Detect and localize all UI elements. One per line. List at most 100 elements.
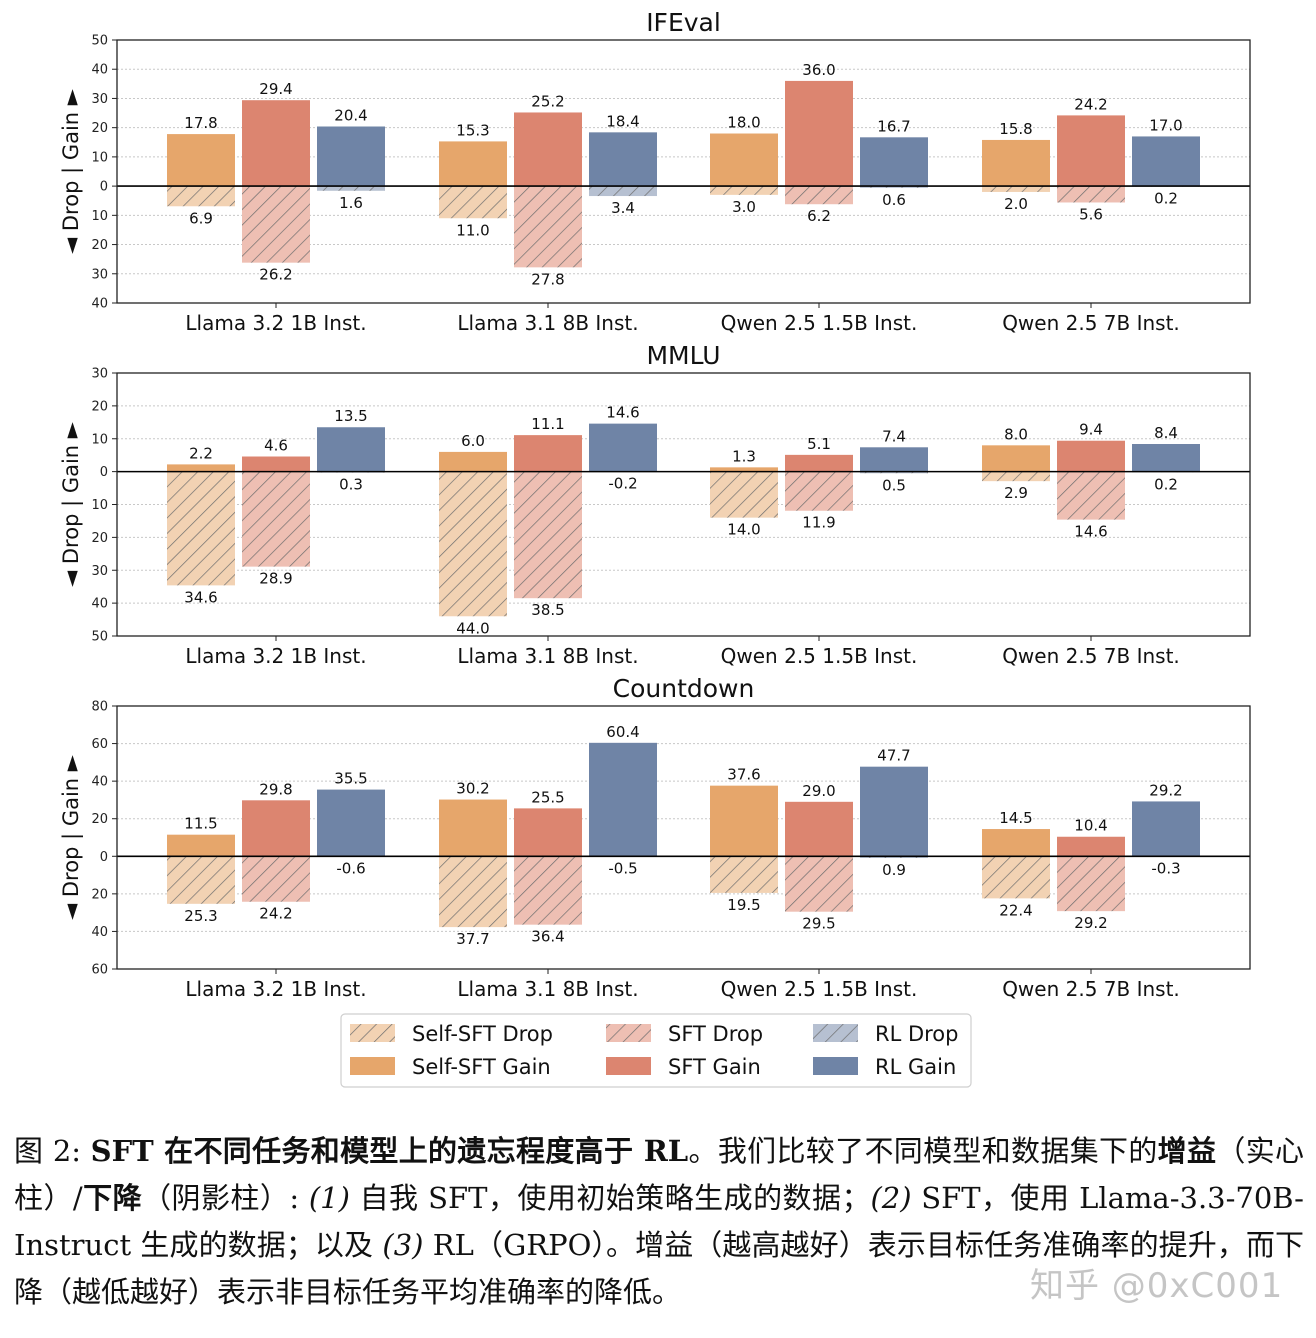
bar-drop-sft-qwen-2-5-1-5b-inst [785, 186, 853, 205]
plot-frame [116, 705, 1251, 970]
bar-gain-rl-llama-3-1-8b-inst [589, 423, 657, 472]
y-tick-label: 0 [100, 465, 108, 480]
chart-panels: IFEval 50 40 30 20 10 0 10 20 30 40 ◄ Drop | Gain ►… [59, 8, 1251, 1001]
bar-gain-sft-qwen-2-5-7b-inst [1057, 440, 1125, 472]
y-axis-label: ◄ Drop | Gain ► [59, 88, 84, 254]
data-label-drop: 26.2 [259, 266, 292, 284]
data-label-gain: 25.5 [531, 788, 564, 806]
bar-gain-self-sft-llama-3-2-1b-inst [167, 834, 235, 857]
y-tick-label: 30 [91, 267, 108, 282]
y-tick-label: 20 [91, 399, 108, 414]
data-label-gain: 25.2 [531, 92, 564, 110]
data-label-drop: 0.2 [1154, 190, 1178, 208]
figure-caption: 图 2: SFT 在不同任务和模型上的遗忘程度高于 RL。我们比较了不同模型和数… [14, 1128, 1304, 1316]
data-label-gain: 47.7 [877, 747, 910, 765]
legend-swatch-self-sft-gain [350, 1057, 395, 1075]
data-label-drop: 14.6 [1074, 523, 1107, 541]
panel-mmlu: MMLU 30 20 10 0 10 20 30 40 50 ◄ Drop | Gain ► 2.2 3… [59, 341, 1251, 668]
y-tick-label: 20 [91, 812, 108, 827]
x-tick-label: Llama 3.2 1B Inst. [185, 644, 366, 668]
data-label-gain: 24.2 [1074, 95, 1107, 113]
plot-frame [116, 372, 1251, 637]
bar-drop-rl-llama-3-1-8b-inst [589, 186, 657, 197]
data-label-drop: 29.2 [1074, 914, 1107, 932]
legend-swatch-rl-drop [813, 1024, 858, 1042]
bar-gain-rl-llama-3-2-1b-inst [317, 427, 385, 472]
data-label-gain: 7.4 [882, 427, 906, 445]
data-label-gain: 36.0 [802, 61, 835, 79]
data-label-drop: 0.3 [339, 476, 363, 494]
data-label-gain: 4.6 [264, 437, 288, 455]
data-label-gain: 5.1 [807, 435, 831, 453]
data-label-drop: 0.9 [882, 861, 906, 879]
data-label-drop: 3.4 [611, 199, 635, 217]
legend-swatch-sft-drop [606, 1024, 651, 1042]
data-label-drop: 29.5 [802, 915, 835, 933]
data-label-drop: -0.2 [608, 475, 637, 493]
data-label-drop: 3.0 [732, 198, 756, 216]
bar-gain-self-sft-llama-3-2-1b-inst [167, 464, 235, 472]
data-label-gain: 18.0 [727, 114, 760, 132]
caption-text-5: SFT，使用 Llama-3.3-70B-Instruct 生成的数据；以及 [14, 1181, 1304, 1262]
figure: IFEval 50 40 30 20 10 0 10 20 30 40 ◄ Drop | Gain ►… [59, 8, 1251, 1088]
panel-title: MMLU [646, 341, 720, 370]
x-tick-label: Llama 3.1 8B Inst. [457, 977, 638, 1001]
bar-gain-sft-qwen-2-5-1-5b-inst [785, 801, 853, 857]
bar-gain-sft-qwen-2-5-1-5b-inst [785, 80, 853, 187]
legend-swatch-self-sft-drop [350, 1024, 395, 1042]
bar-drop-self-sft-llama-3-1-8b-inst [439, 856, 507, 928]
y-tick-label: 40 [91, 63, 108, 78]
data-label-drop: 22.4 [999, 901, 1032, 919]
data-label-drop: 1.6 [339, 194, 363, 212]
data-label-drop: 0.6 [882, 191, 906, 209]
bar-gain-self-sft-qwen-2-5-7b-inst [982, 829, 1050, 857]
bar-drop-sft-qwen-2-5-7b-inst [1057, 186, 1125, 203]
y-tick-label: 20 [91, 531, 108, 546]
bar-drop-rl-qwen-2-5-1-5b-inst [860, 856, 928, 858]
bar-gain-self-sft-llama-3-1-8b-inst [439, 451, 507, 472]
bar-drop-self-sft-llama-3-1-8b-inst [439, 186, 507, 219]
bar-gain-self-sft-qwen-2-5-7b-inst [982, 445, 1050, 472]
caption-text-1: 。我们比较了不同模型和数据集下的 [688, 1134, 1158, 1168]
data-label-drop: 37.7 [456, 930, 489, 948]
x-tick-label: Llama 3.1 8B Inst. [457, 644, 638, 668]
bar-gain-sft-llama-3-1-8b-inst [514, 112, 582, 187]
y-axis-label: ◄ Drop | Gain ► [59, 421, 84, 587]
data-label-drop: 44.0 [456, 619, 489, 637]
caption-bold-title: SFT 在不同任务和模型上的遗忘程度高于 RL [90, 1134, 689, 1168]
data-label-gain: 8.4 [1154, 424, 1178, 442]
data-label-gain: 29.2 [1149, 781, 1182, 799]
bar-gain-self-sft-qwen-2-5-1-5b-inst [710, 467, 778, 472]
data-label-gain: 8.0 [1004, 425, 1028, 443]
y-tick-label: 40 [91, 775, 108, 790]
data-label-gain: 20.4 [334, 106, 367, 124]
panel-countdown: Countdown 80 60 40 20 0 20 40 60 ◄ Drop | Gain ► 1… [59, 674, 1251, 1001]
bar-gain-rl-qwen-2-5-7b-inst [1132, 136, 1200, 187]
x-tick-label: Qwen 2.5 7B Inst. [1002, 644, 1180, 668]
data-label-gain: 17.0 [1149, 116, 1182, 134]
y-tick-label: 10 [91, 432, 108, 447]
data-label-gain: 15.3 [456, 121, 489, 139]
data-label-drop: 34.6 [184, 588, 217, 606]
data-label-drop: 28.9 [259, 570, 292, 588]
y-tick-label: 20 [91, 121, 108, 136]
bar-drop-sft-qwen-2-5-1-5b-inst [785, 856, 853, 912]
caption-text-4: 自我 SFT，使用初始策略生成的数据； [349, 1181, 871, 1215]
bar-drop-sft-llama-3-2-1b-inst [242, 186, 310, 263]
bar-gain-self-sft-qwen-2-5-1-5b-inst [710, 785, 778, 857]
bars: 11.5 25.3 29.8 24.2 35.5 -0.6 30.2 37.7 25.5 36.4… [167, 723, 1200, 948]
legend-swatch-rl-gain [813, 1057, 858, 1075]
bar-drop-rl-qwen-2-5-1-5b-inst [860, 471, 928, 474]
x-tick-label: Qwen 2.5 7B Inst. [1002, 977, 1180, 1001]
bar-gain-rl-llama-3-2-1b-inst [317, 789, 385, 857]
data-label-gain: 6.0 [461, 432, 485, 450]
data-label-drop: 36.4 [531, 928, 564, 946]
caption-gain-word: 增益 [1157, 1134, 1217, 1168]
y-tick-label: 40 [91, 597, 108, 612]
bar-gain-rl-llama-3-1-8b-inst [589, 132, 657, 187]
bar-drop-sft-llama-3-1-8b-inst [514, 471, 582, 599]
data-label-drop: 11.0 [456, 221, 489, 239]
x-tick-label: Qwen 2.5 1.5B Inst. [721, 311, 918, 335]
data-label-gain: 35.5 [334, 770, 367, 788]
data-label-drop: 6.2 [807, 207, 831, 225]
